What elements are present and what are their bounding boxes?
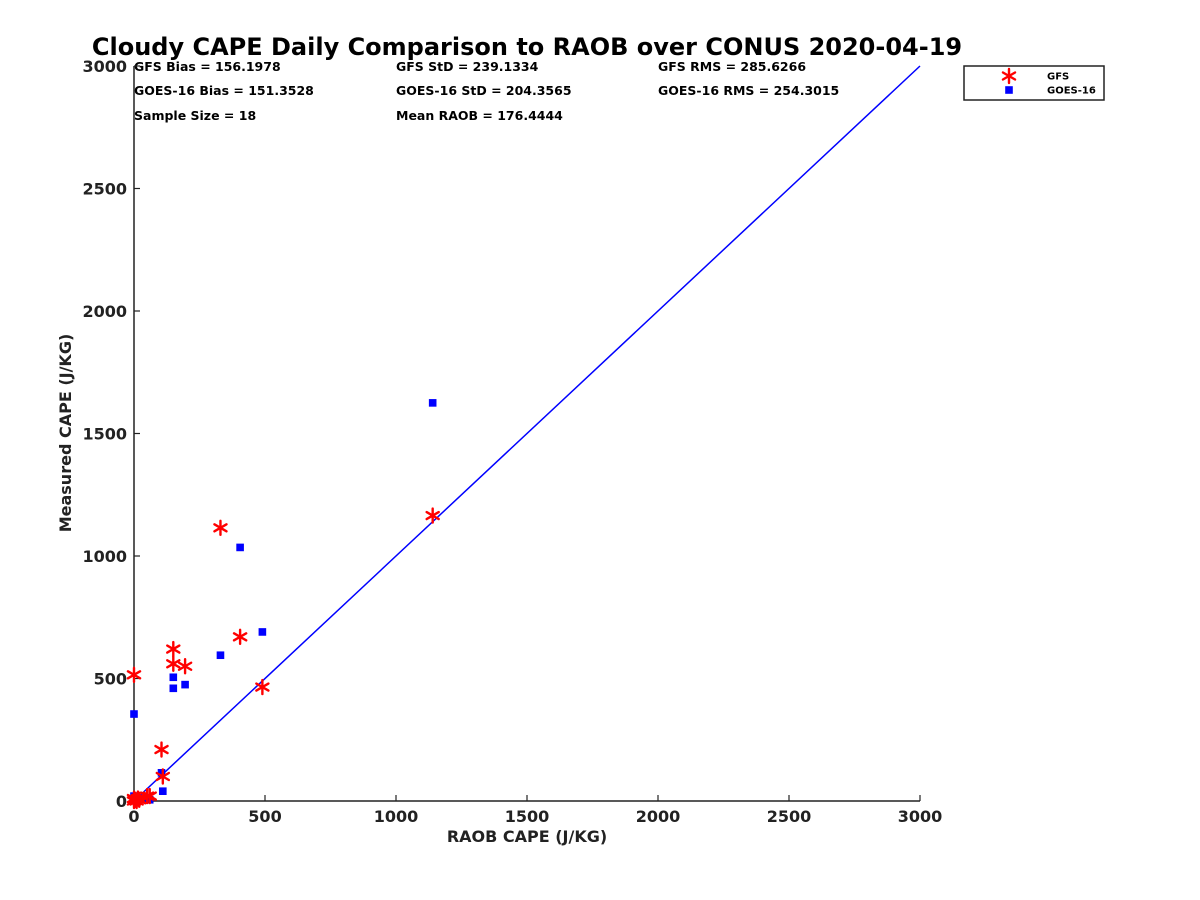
goes16-point	[181, 680, 189, 689]
stat-r1-c1: GOES-16 StD = 204.3565	[396, 83, 572, 98]
data-marks	[126, 399, 440, 810]
legend-label: GFS	[1047, 72, 1069, 83]
stat-r2-c0: Sample Size = 18	[134, 108, 256, 123]
x-tick-label: 1000	[374, 807, 419, 826]
y-tick-label: 1500	[82, 425, 127, 444]
gfs-point	[425, 507, 440, 524]
goes16-point	[428, 399, 437, 407]
gfs-point	[155, 768, 171, 785]
x-tick-label: 2500	[767, 807, 812, 826]
stats-block: GFS Bias = 156.1978 GFS StD = 239.1334 GFS…	[134, 59, 839, 123]
stat-r2-c1: Mean RAOB = 176.4444	[396, 108, 563, 123]
y-tick-label: 2500	[82, 180, 127, 199]
gfs-point	[213, 519, 228, 537]
goes16-point	[236, 543, 244, 552]
stat-r1-c0: GOES-16 Bias = 151.3528	[134, 83, 314, 98]
gfs-point	[142, 787, 157, 805]
stat-r0-c1: GFS StD = 239.1334	[396, 59, 539, 74]
stat-r0-c2: GFS RMS = 285.6266	[658, 59, 806, 74]
legend-marker-goes16	[1005, 86, 1013, 94]
x-tick-label: 500	[248, 807, 281, 826]
goes16-point	[169, 673, 178, 682]
goes16-point	[130, 710, 138, 718]
goes16-point	[216, 651, 225, 660]
x-ticks: 0 500 1000 1500 2000 2500 3000	[128, 795, 942, 826]
gfs-point	[177, 658, 193, 675]
gfs-point	[126, 666, 142, 684]
legend-label: GOES-16	[1047, 86, 1096, 97]
gfs-point	[232, 628, 248, 646]
x-tick-label: 1500	[505, 807, 550, 826]
y-tick-label: 2000	[82, 302, 127, 321]
legend: GFS GOES-16	[963, 65, 1105, 101]
stat-r0-c0: GFS Bias = 156.1978	[134, 59, 281, 74]
legend-box	[963, 65, 1105, 101]
gfs-point	[126, 792, 142, 810]
y-tick-label: 3000	[82, 57, 127, 76]
goes16-point	[258, 628, 267, 636]
gfs-point	[154, 741, 169, 758]
goes16-point	[159, 787, 167, 795]
gfs-point	[255, 678, 270, 696]
series-goes-16	[130, 399, 437, 805]
x-tick-label: 0	[128, 807, 139, 826]
one-to-one-line	[133, 65, 921, 802]
x-tick-label: 3000	[898, 807, 943, 826]
chart-title: Cloudy CAPE Daily Comparison to RAOB ove…	[92, 33, 962, 61]
x-axis-label: RAOB CAPE (J/KG)	[447, 827, 607, 846]
y-tick-label: 0	[116, 792, 127, 811]
y-axis-label: Measured CAPE (J/KG)	[56, 334, 75, 533]
y-tick-label: 1000	[82, 547, 127, 566]
series-gfs	[126, 507, 440, 810]
goes16-point	[169, 684, 178, 693]
gfs-point	[166, 640, 181, 658]
legend-marker-gfs	[1001, 67, 1017, 85]
gfs-point	[166, 655, 181, 672]
y-ticks: 0 500 1000 1500 2000 2500 3000	[82, 57, 140, 811]
x-tick-label: 2000	[636, 807, 681, 826]
y-tick-label: 500	[94, 670, 127, 689]
goes16-point	[157, 769, 166, 777]
stat-r1-c2: GOES-16 RMS = 254.3015	[658, 83, 839, 98]
